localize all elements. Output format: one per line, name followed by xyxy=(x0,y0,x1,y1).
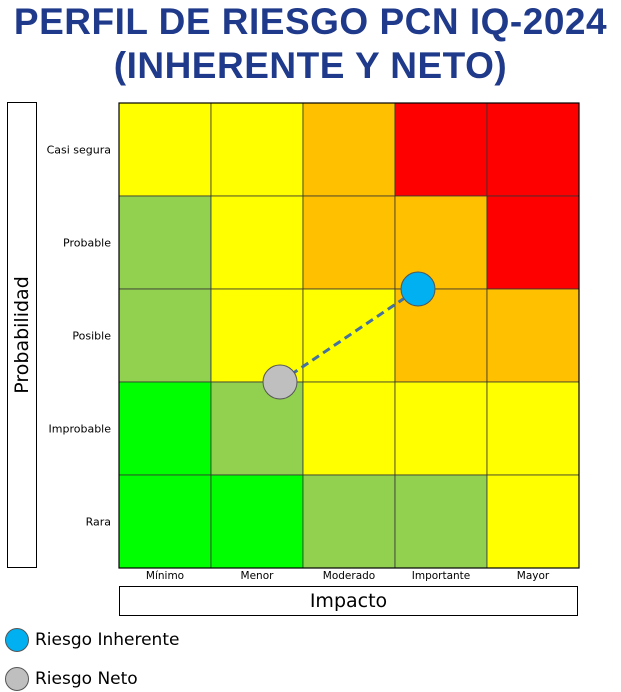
row-label: Posible xyxy=(72,329,111,342)
row-label: Probable xyxy=(63,236,111,249)
col-label: Mayor xyxy=(516,570,550,582)
row-label: Rara xyxy=(85,515,111,528)
row-label: Improbable xyxy=(48,422,111,435)
matrix-cell xyxy=(486,195,580,290)
matrix-cell xyxy=(394,474,488,569)
point-riesgo-neto xyxy=(262,364,298,400)
matrix-cell xyxy=(210,195,304,290)
matrix-cell xyxy=(302,195,396,290)
matrix-cell xyxy=(394,102,488,197)
point-riesgo-inherente xyxy=(400,271,436,307)
col-label: Importante xyxy=(411,570,471,582)
y-axis-label-box xyxy=(7,102,37,568)
matrix-cell xyxy=(210,474,304,569)
legend-label-inherente: Riesgo Inherente xyxy=(35,630,180,650)
col-label: Menor xyxy=(240,570,274,582)
col-label: Moderado xyxy=(322,570,376,582)
matrix-cell xyxy=(210,102,304,197)
matrix-cell xyxy=(486,381,580,476)
legend-item-neto: Riesgo Neto xyxy=(5,666,138,692)
legend-item-inherente: Riesgo Inherente xyxy=(5,627,179,653)
matrix-cell xyxy=(302,381,396,476)
legend-dot-inherente-icon xyxy=(5,628,29,652)
matrix-cell xyxy=(302,474,396,569)
matrix-cell xyxy=(118,102,212,197)
matrix-cell xyxy=(486,102,580,197)
matrix-cell xyxy=(302,102,396,197)
risk-connector-line xyxy=(279,287,419,384)
col-label: Mínimo xyxy=(145,570,185,582)
legend-label-neto: Riesgo Neto xyxy=(35,669,138,689)
x-axis-label: Impacto xyxy=(119,586,578,616)
row-label: Casi segura xyxy=(46,143,111,156)
matrix-cell xyxy=(486,288,580,383)
matrix-cell xyxy=(394,381,488,476)
matrix-cell xyxy=(118,381,212,476)
matrix-cell xyxy=(118,195,212,290)
chart-title-line1: PERFIL DE RIESGO PCN IQ-2024 xyxy=(13,1,608,42)
legend-dot-neto-icon xyxy=(5,667,29,691)
chart-title-line2: (INHERENTE Y NETO) xyxy=(113,45,508,86)
matrix-cell xyxy=(118,474,212,569)
matrix-border xyxy=(118,102,580,569)
matrix-cell xyxy=(118,288,212,383)
matrix-cell xyxy=(486,474,580,569)
